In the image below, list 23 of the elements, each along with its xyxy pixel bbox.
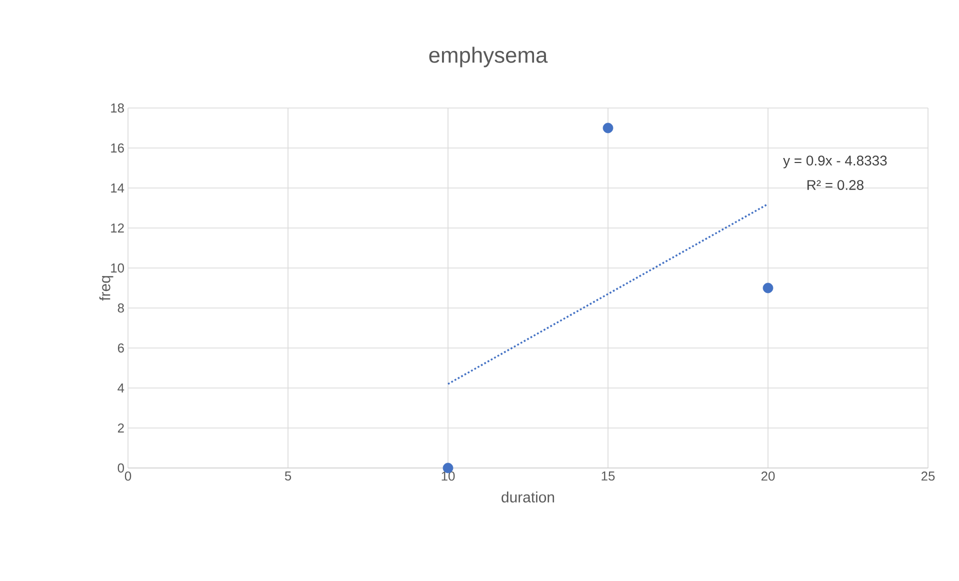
x-tick-label: 25 bbox=[921, 472, 935, 481]
y-axis-title: freq bbox=[99, 276, 114, 301]
y-tick-label: 4 bbox=[118, 384, 124, 392]
x-axis-title: duration bbox=[502, 492, 554, 502]
annotation: y = 0.9x - 4.8333 bbox=[783, 156, 887, 168]
point bbox=[602, 122, 614, 134]
x-tick-label: 10 bbox=[442, 472, 455, 481]
y-tick-label: 2 bbox=[118, 423, 124, 433]
y-tick-label: 0 bbox=[118, 463, 124, 473]
y-tick-label: 10 bbox=[111, 263, 124, 273]
y-tick-label: 18 bbox=[111, 103, 124, 113]
x-tick-label: 20 bbox=[761, 472, 775, 481]
x-tick-label: 15 bbox=[602, 472, 615, 481]
y-tick-label: 6 bbox=[118, 343, 124, 353]
y-tick-label: 12 bbox=[111, 223, 124, 233]
y-tick-label: 8 bbox=[118, 303, 124, 313]
x-tick-label: 5 bbox=[284, 472, 292, 481]
x-tick-label: 0 bbox=[124, 472, 132, 481]
y-tick-label: 16 bbox=[111, 143, 124, 153]
y-tick-label: 14 bbox=[111, 184, 124, 192]
annotation: R² = 0.28 bbox=[807, 180, 864, 190]
chart-title: emphysema bbox=[429, 46, 548, 68]
point bbox=[762, 282, 774, 294]
